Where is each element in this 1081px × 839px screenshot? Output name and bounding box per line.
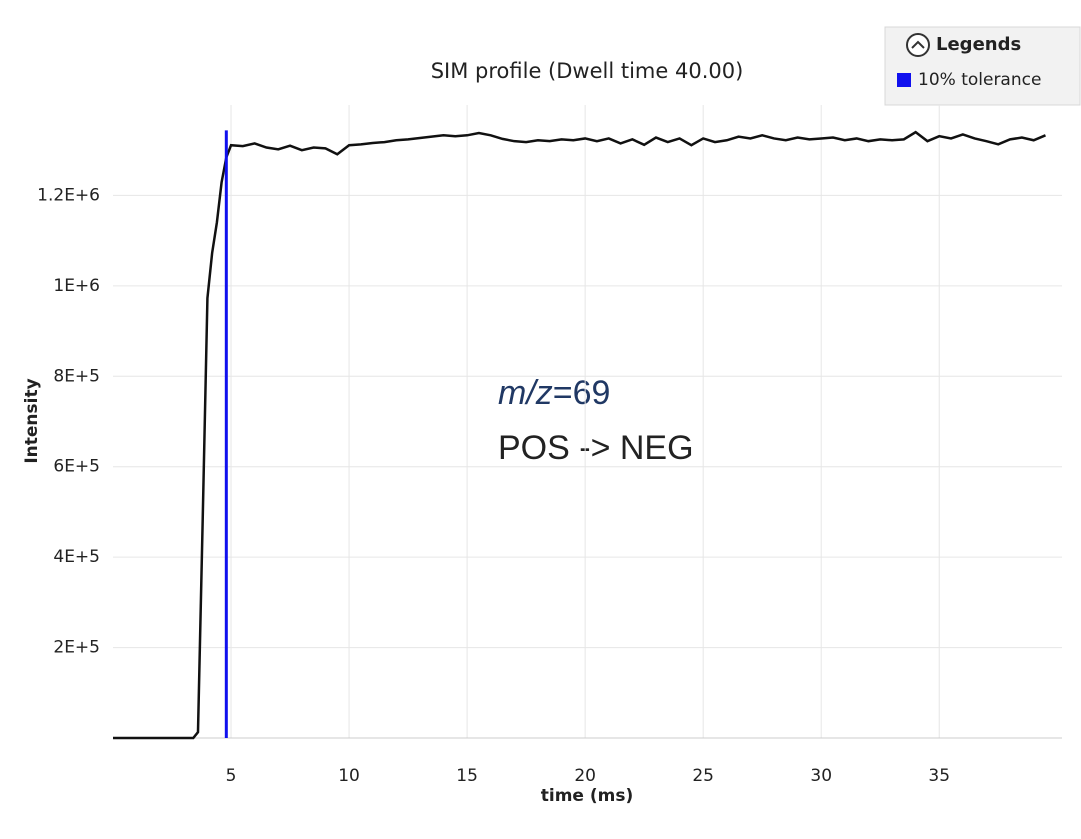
caret-icon — [911, 40, 925, 49]
x-tick-label: 5 — [226, 766, 237, 786]
chart-title: SIM profile (Dwell time 40.00) — [431, 59, 744, 83]
y-axis-label: Intensity — [22, 378, 42, 463]
annotation: POS -> NEG — [498, 429, 694, 467]
y-tick-label: 1E+6 — [53, 276, 100, 296]
legend-toggle[interactable]: Legends — [906, 33, 1021, 57]
x-tick-label: 35 — [928, 766, 950, 786]
y-tick-label: 8E+5 — [53, 366, 100, 386]
annotation-italic: m/z — [498, 374, 553, 412]
annotation: m/z=69 — [498, 374, 610, 412]
legend-swatch — [897, 73, 911, 87]
y-tick-label: 2E+5 — [53, 638, 100, 658]
y-tick-label: 1.2E+6 — [37, 185, 100, 205]
y-tick-label: 4E+5 — [53, 547, 100, 567]
x-tick-label: 15 — [456, 766, 478, 786]
annotation-value: =69 — [553, 374, 611, 412]
x-axis-label: time (ms) — [541, 786, 634, 806]
legend-label: 10% tolerance — [918, 70, 1041, 90]
x-tick-label: 20 — [574, 766, 596, 786]
x-tick-label: 10 — [338, 766, 360, 786]
y-tick-label: 6E+5 — [53, 457, 100, 477]
collapse-icon[interactable] — [906, 33, 930, 57]
data-line — [113, 130, 1046, 740]
x-tick-label: 30 — [810, 766, 832, 786]
x-tick-label: 25 — [692, 766, 714, 786]
legend-title[interactable]: Legends — [936, 34, 1021, 55]
